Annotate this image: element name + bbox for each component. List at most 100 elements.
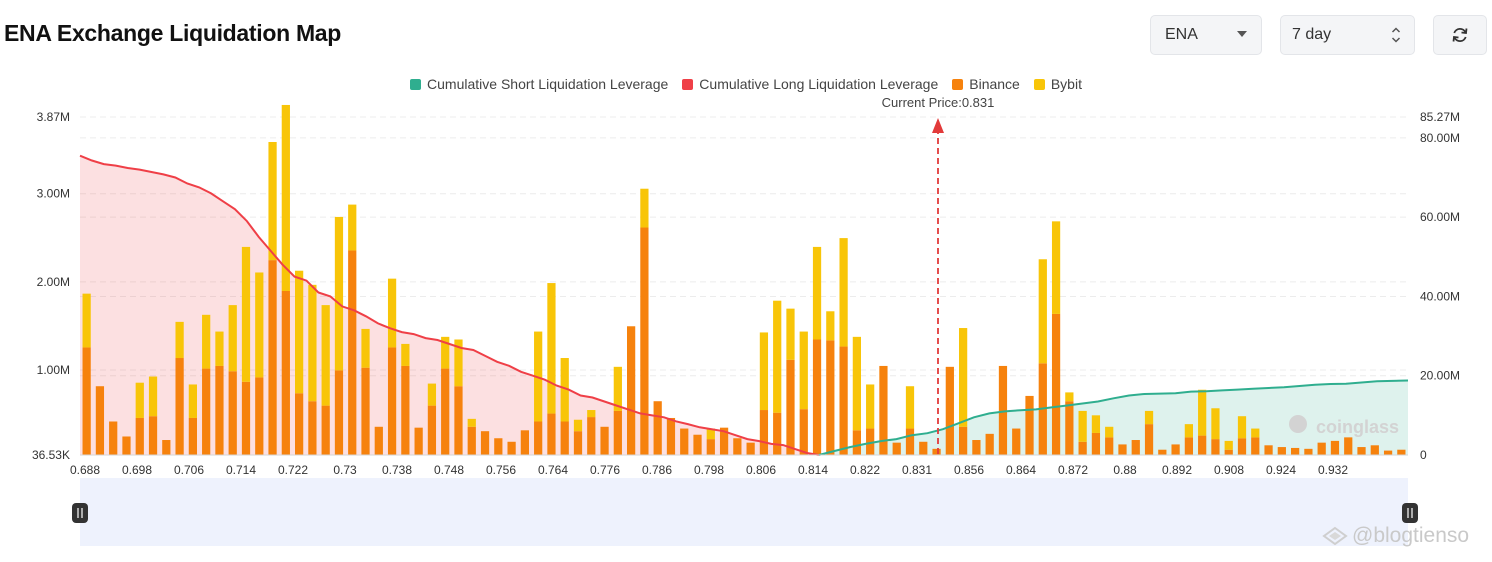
bar-bybit: [241, 246, 251, 382]
coin-select-value: ENA: [1165, 26, 1198, 43]
bar-binance: [826, 340, 835, 455]
bar-bybit: [334, 216, 344, 371]
bar-bybit: [547, 283, 556, 414]
refresh-button[interactable]: [1433, 15, 1487, 55]
current-price-label: Current Price:0.831: [882, 95, 995, 110]
x-axis-tick-label: 0.786: [642, 463, 672, 477]
bar-bybit: [1184, 424, 1193, 438]
bar-bybit: [1038, 259, 1047, 364]
left-axis-tick-label: 3.00M: [37, 187, 70, 201]
bar-bybit: [1144, 410, 1154, 425]
bar-binance: [773, 412, 782, 455]
bar-binance: [202, 368, 211, 455]
legend-item-long[interactable]: Cumulative Long Liquidation Leverage: [682, 76, 938, 92]
bar-bybit: [1065, 392, 1074, 402]
bar-binance: [666, 417, 676, 455]
long-cumulative-area: [80, 155, 819, 455]
bar-binance: [348, 250, 357, 455]
bar-bybit: [759, 332, 769, 411]
bar-binance: [892, 442, 901, 455]
bar-binance: [441, 368, 450, 455]
legend-label: Cumulative Short Liquidation Leverage: [427, 76, 669, 92]
legend-item-short[interactable]: Cumulative Short Liquidation Leverage: [410, 76, 668, 92]
bar-binance: [1012, 428, 1021, 455]
bar-binance: [852, 430, 861, 455]
bar-bybit: [215, 331, 224, 366]
bar-binance: [600, 426, 609, 455]
bar-bybit: [812, 246, 822, 340]
zoom-handle-right[interactable]: [1402, 503, 1418, 523]
bar-binance: [414, 427, 423, 455]
bar-binance: [1105, 437, 1114, 455]
legend-swatch: [682, 78, 694, 90]
bar-binance: [1144, 424, 1154, 455]
bar-bybit: [268, 141, 277, 261]
bar-bybit: [295, 270, 304, 394]
bar-binance: [427, 405, 437, 455]
bar-binance: [162, 440, 171, 455]
bar-binance: [879, 365, 888, 455]
coin-select[interactable]: ENA: [1150, 15, 1262, 55]
bar-binance: [547, 413, 556, 455]
bar-bybit: [401, 343, 410, 366]
left-axis-tick-label: 2.00M: [37, 275, 70, 289]
bar-binance: [1078, 441, 1087, 455]
legend-item-bybit[interactable]: Bybit: [1033, 76, 1082, 92]
bar-binance: [95, 386, 105, 455]
bar-binance: [653, 401, 662, 455]
bar-bybit: [640, 188, 649, 228]
chart-brand-watermark: coinglass: [1316, 417, 1399, 437]
bar-bybit: [799, 331, 808, 410]
bar-binance: [1317, 442, 1326, 455]
bar-binance: [255, 377, 264, 455]
bar-binance: [627, 326, 636, 455]
range-select[interactable]: 7 day: [1280, 15, 1415, 55]
bar-bybit: [387, 278, 397, 348]
bar-binance: [839, 346, 848, 455]
bar-binance: [1025, 395, 1034, 455]
watermark-logo-icon: [1322, 526, 1348, 546]
bar-bybit: [852, 336, 861, 431]
bar-bybit: [1198, 389, 1207, 436]
bar-binance: [560, 421, 569, 455]
x-axis-tick-label: 0.764: [538, 463, 568, 477]
legend-swatch: [410, 78, 422, 90]
bar-bybit: [839, 238, 848, 347]
right-axis-tick-label: 60.00M: [1420, 210, 1460, 224]
caret-down-icon: [1237, 31, 1247, 37]
bar-binance: [1118, 444, 1127, 455]
bar-binance: [1277, 447, 1286, 455]
bar-binance: [82, 347, 91, 455]
bar-binance: [188, 417, 197, 455]
bar-binance: [1383, 450, 1393, 455]
bar-bybit: [441, 336, 450, 369]
bar-bybit: [1251, 428, 1260, 438]
bar-binance: [1397, 449, 1406, 455]
bar-binance: [175, 358, 184, 455]
legend-item-binance[interactable]: Binance: [952, 76, 1020, 92]
bar-bybit: [905, 386, 915, 429]
zoom-slider-track: [80, 478, 1408, 546]
legend-swatch: [952, 78, 964, 90]
bar-binance: [1330, 440, 1340, 455]
bar-binance: [467, 426, 476, 455]
right-axis-tick-label: 0: [1420, 448, 1427, 462]
bar-binance: [1158, 449, 1167, 455]
bar-binance: [945, 366, 954, 455]
bar-binance: [1344, 437, 1353, 455]
right-axis-tick-label: 85.27M: [1420, 110, 1460, 124]
bar-binance: [613, 410, 622, 455]
x-axis-tick-label: 0.932: [1318, 463, 1348, 477]
bar-bybit: [560, 358, 569, 422]
bar-binance: [454, 386, 463, 455]
bar-bybit: [321, 305, 330, 406]
bar-bybit: [82, 293, 91, 348]
bar-binance: [494, 438, 503, 455]
bar-bybit: [959, 328, 968, 427]
x-axis-tick-label: 0.814: [798, 463, 828, 477]
bar-binance: [295, 393, 304, 455]
zoom-handle-left[interactable]: [72, 503, 88, 523]
bar-bybit: [1091, 415, 1101, 433]
bar-binance: [587, 417, 596, 455]
bar-binance: [932, 448, 941, 455]
